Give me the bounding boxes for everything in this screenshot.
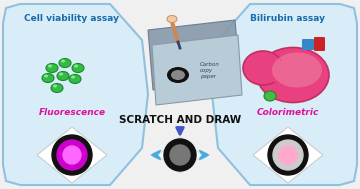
- Ellipse shape: [69, 74, 81, 84]
- Ellipse shape: [272, 53, 322, 88]
- Ellipse shape: [53, 84, 57, 88]
- Polygon shape: [253, 127, 323, 183]
- Polygon shape: [152, 35, 242, 105]
- Ellipse shape: [257, 47, 329, 102]
- FancyBboxPatch shape: [314, 37, 325, 51]
- Ellipse shape: [72, 64, 84, 73]
- Ellipse shape: [46, 64, 58, 73]
- Text: Colorimetric: Colorimetric: [257, 108, 319, 117]
- Text: SCRATCH AND DRAW: SCRATCH AND DRAW: [119, 115, 241, 125]
- Circle shape: [279, 146, 297, 164]
- Text: Bilirubin assay: Bilirubin assay: [251, 14, 325, 23]
- Ellipse shape: [59, 73, 63, 75]
- Ellipse shape: [61, 60, 65, 63]
- Ellipse shape: [59, 59, 71, 67]
- Polygon shape: [158, 137, 202, 173]
- Circle shape: [170, 145, 190, 165]
- Text: Fluorescence: Fluorescence: [39, 108, 105, 117]
- Ellipse shape: [42, 74, 54, 83]
- Ellipse shape: [44, 74, 48, 77]
- Circle shape: [57, 140, 87, 170]
- Ellipse shape: [243, 51, 283, 85]
- Ellipse shape: [74, 64, 78, 67]
- Ellipse shape: [167, 15, 177, 22]
- Polygon shape: [3, 4, 148, 185]
- Ellipse shape: [51, 84, 63, 92]
- Circle shape: [164, 139, 196, 171]
- Polygon shape: [148, 20, 240, 90]
- Ellipse shape: [167, 67, 189, 83]
- FancyBboxPatch shape: [302, 39, 314, 50]
- Polygon shape: [212, 4, 357, 185]
- Circle shape: [273, 140, 303, 170]
- Ellipse shape: [71, 75, 75, 78]
- Circle shape: [63, 146, 81, 164]
- Ellipse shape: [171, 70, 185, 80]
- Text: Cell viability assay: Cell viability assay: [24, 14, 120, 23]
- Ellipse shape: [57, 71, 69, 81]
- Circle shape: [268, 135, 308, 175]
- Circle shape: [52, 135, 92, 175]
- Ellipse shape: [265, 61, 295, 83]
- Ellipse shape: [264, 91, 276, 101]
- Polygon shape: [37, 127, 107, 183]
- Ellipse shape: [48, 64, 52, 67]
- Text: Carbon
copy
paper: Carbon copy paper: [200, 62, 220, 79]
